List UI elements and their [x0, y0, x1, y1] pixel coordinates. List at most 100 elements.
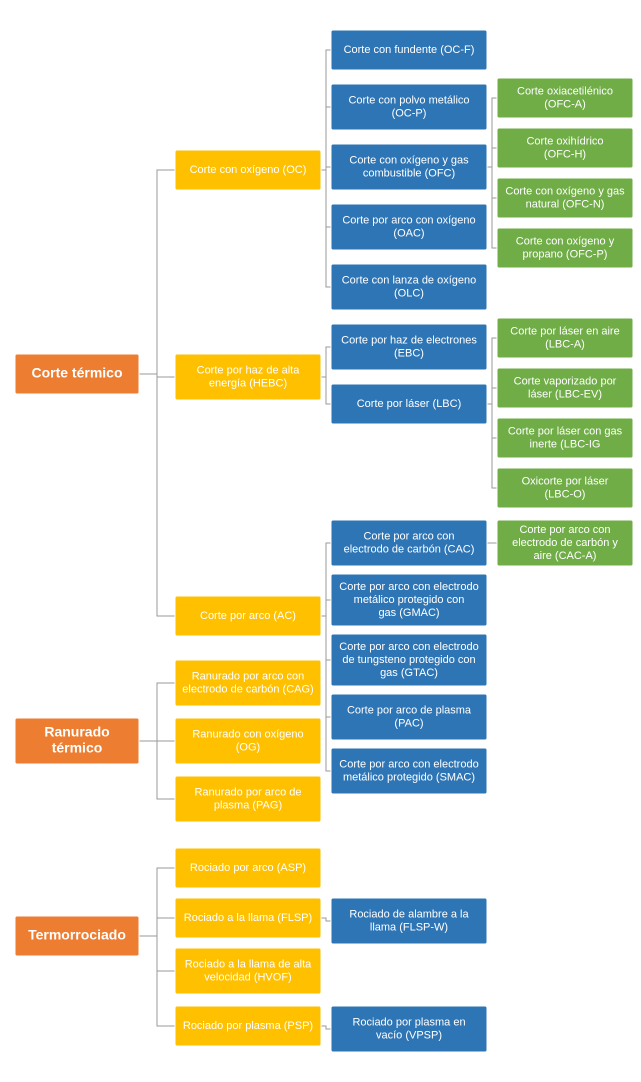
node-ofc-h: Corte oxihídrico(OFC-H) — [497, 128, 633, 168]
node-label: velocidad (HVOF) — [204, 971, 291, 983]
node-label: aire (CAC-A) — [534, 550, 597, 562]
node-label: combustible (OFC) — [363, 167, 455, 179]
node-label: Corte por arco con electrodo — [339, 758, 478, 770]
node-label: electrodo de carbón (CAG) — [182, 683, 313, 695]
node-label: natural (OFC-N) — [526, 198, 605, 210]
node-label: Corte por arco de plasma — [347, 704, 472, 716]
node-label: (EBC) — [394, 347, 424, 359]
node-vpsp: Rociado por plasma envacío (VPSP) — [331, 1006, 487, 1052]
node-label: Rociado por plasma en — [352, 1016, 465, 1028]
node-label: energía (HEBC) — [209, 377, 287, 389]
node-lbc-ev: Corte vaporizado porláser (LBC-EV) — [497, 368, 633, 408]
node-cac-a: Corte por arco conelectrodo de carbón ya… — [497, 520, 633, 566]
connector — [139, 374, 175, 616]
node-pac: Corte por arco de plasma(PAC) — [331, 694, 487, 740]
node-oc: Corte con oxígeno (OC) — [175, 150, 321, 190]
node-flsp: Rociado a la llama (FLSP) — [175, 898, 321, 938]
connector — [139, 170, 175, 374]
node-label: (LBC-A) — [545, 338, 585, 350]
node-label: (OC-P) — [392, 107, 427, 119]
node-oac: Corte por arco con oxígeno(OAC) — [331, 204, 487, 250]
node-hvof: Rociado a la llama de altavelocidad (HVO… — [175, 948, 321, 994]
connector — [139, 936, 175, 1026]
connector — [321, 377, 331, 404]
node-ofc-a: Corte oxiacetilénico(OFC-A) — [497, 78, 633, 118]
connector — [321, 347, 331, 377]
node-label: llama (FLSP-W) — [370, 921, 448, 933]
node-lbc-a: Corte por láser en aire(LBC-A) — [497, 318, 633, 358]
node-label: electrodo de carbón y — [512, 537, 618, 549]
node-label: térmico — [52, 740, 103, 756]
node-ac: Corte por arco (AC) — [175, 596, 321, 636]
node-label: (LBC-O) — [545, 488, 586, 500]
node-label: Corte por arco con — [519, 524, 610, 536]
node-label: Corte con oxígeno y gas — [505, 185, 625, 197]
node-ranurado-termico: Ranuradotérmico — [15, 718, 139, 764]
node-ocf: Corte con fundente (OC-F) — [331, 30, 487, 70]
tree-diagram: Corte térmico Ranuradotérmico Termorrociad… — [0, 0, 641, 1082]
connector — [487, 167, 497, 248]
node-corte-termico: Corte térmico — [15, 354, 139, 394]
connector — [321, 616, 331, 771]
node-label: Corte vaporizado por — [514, 375, 617, 387]
connector — [139, 683, 175, 741]
connector — [321, 918, 331, 921]
connector — [487, 388, 497, 404]
node-label: (OFC-A) — [544, 98, 586, 110]
node-label: Ranurado — [44, 724, 109, 740]
node-label: Ranurado por arco de — [194, 786, 301, 798]
node-label: (PAC) — [394, 717, 423, 729]
node-label: electrodo de carbón (CAC) — [344, 543, 475, 555]
node-lbc-ig: Corte por láser con gasinerte (LBC-IG — [497, 418, 633, 458]
node-label: (OG) — [236, 741, 260, 753]
node-label: Corte con oxígeno (OC) — [190, 164, 307, 176]
node-flsp-w: Rociado de alambre a lallama (FLSP-W) — [331, 898, 487, 944]
node-label: (OLC) — [394, 287, 424, 299]
connector — [321, 170, 331, 287]
node-label: Corte oxihídrico — [526, 135, 603, 147]
node-label: Rociado de alambre a la — [349, 908, 469, 920]
node-ofc-p: Corte con oxígeno ypropano (OFC-P) — [497, 228, 633, 268]
node-label: Corte por arco con electrodo — [339, 581, 478, 593]
node-label: Rociado por plasma (PSP) — [183, 1020, 313, 1032]
node-pag: Ranurado por arco deplasma (PAG) — [175, 776, 321, 822]
node-og: Ranurado con oxígeno(OG) — [175, 718, 321, 764]
node-label: (OAC) — [393, 227, 424, 239]
connector — [321, 600, 331, 616]
node-label: Ranurado con oxígeno — [192, 728, 303, 740]
node-label: Corte oxiacetilénico — [517, 85, 613, 97]
node-label: plasma (PAG) — [214, 799, 282, 811]
connector — [487, 148, 497, 167]
node-smac: Corte por arco con electrodometálico pro… — [331, 748, 487, 794]
connector — [139, 918, 175, 936]
node-label: vacío (VPSP) — [376, 1029, 442, 1041]
node-hebc: Corte por haz de altaenergía (HEBC) — [175, 354, 321, 400]
node-label: inerte (LBC-IG — [530, 438, 601, 450]
node-cac: Corte por arco conelectrodo de carbón (C… — [331, 520, 487, 566]
node-label: metálico protegido (SMAC) — [343, 771, 475, 783]
node-label: Corte con fundente (OC-F) — [344, 44, 475, 56]
node-label: Corte por haz de electrones — [341, 334, 477, 346]
node-label: Corte por láser en aire — [510, 325, 619, 337]
node-label: Corte por arco (AC) — [200, 610, 296, 622]
node-ebc: Corte por haz de electrones(EBC) — [331, 324, 487, 370]
node-gmac: Corte por arco con electrodometálico pro… — [331, 574, 487, 626]
node-label: Corte con oxígeno y gas — [349, 154, 469, 166]
node-label: Ranurado por arco con — [192, 670, 305, 682]
node-label: Termorrociado — [28, 927, 126, 943]
node-label: gas (GTAC) — [380, 667, 438, 679]
node-lbc: Corte por láser (LBC) — [331, 384, 487, 424]
node-label: Corte con oxígeno y — [516, 235, 615, 247]
node-ocp: Corte con polvo metálico(OC-P) — [331, 84, 487, 130]
node-asp: Rociado por arco (ASP) — [175, 848, 321, 888]
node-label: Corte por arco con electrodo — [339, 641, 478, 653]
node-label: Corte térmico — [31, 365, 122, 381]
node-label: Rociado a la llama (FLSP) — [184, 912, 312, 924]
node-label: (OFC-H) — [544, 148, 586, 160]
node-ofc: Corte con oxígeno y gascombustible (OFC) — [331, 144, 487, 190]
node-label: Rociado a la llama de alta — [185, 958, 312, 970]
node-ofc-n: Corte con oxígeno y gasnatural (OFC-N) — [497, 178, 633, 218]
connector — [139, 741, 175, 799]
node-label: Corte por láser (LBC) — [357, 398, 462, 410]
connector — [321, 107, 331, 170]
